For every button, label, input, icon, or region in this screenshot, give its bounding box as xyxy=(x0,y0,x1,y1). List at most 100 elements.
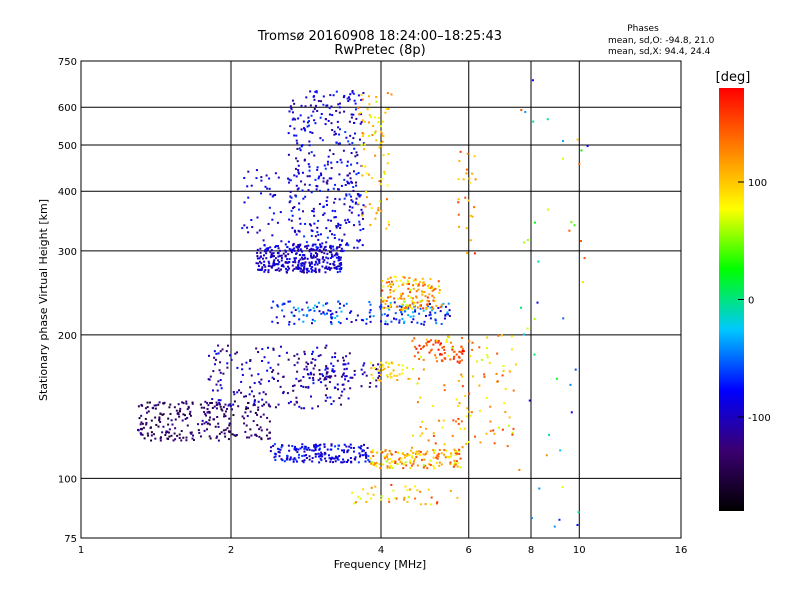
echo-point xyxy=(215,352,218,355)
echo-point xyxy=(314,178,317,181)
echo-point xyxy=(255,434,258,437)
echo-point xyxy=(287,300,290,303)
echo-point xyxy=(366,446,369,449)
echo-point xyxy=(298,318,301,321)
echo-point xyxy=(277,267,280,270)
echo-point xyxy=(389,288,392,291)
echo-point xyxy=(265,249,268,252)
echo-point xyxy=(140,421,143,424)
echo-point xyxy=(307,385,310,388)
echo-point xyxy=(368,134,371,137)
echo-point xyxy=(319,245,322,248)
echo-point xyxy=(284,249,287,252)
echo-point xyxy=(313,444,316,447)
echo-point xyxy=(412,460,415,463)
echo-point xyxy=(324,167,327,170)
echo-point xyxy=(271,252,274,255)
echo-point xyxy=(326,387,329,390)
echo-point xyxy=(301,262,304,265)
echo-point xyxy=(403,320,406,323)
echo-point xyxy=(327,454,330,457)
echo-point xyxy=(292,458,295,461)
echo-point xyxy=(245,424,248,427)
echo-point xyxy=(219,350,222,353)
echo-point xyxy=(311,460,314,463)
echo-point xyxy=(241,227,244,230)
echo-point xyxy=(390,464,393,467)
echo-point xyxy=(222,372,225,375)
echo-point xyxy=(289,400,292,403)
echo-point xyxy=(226,366,229,369)
echo-point xyxy=(293,447,296,450)
echo-point xyxy=(268,420,271,423)
echo-point xyxy=(170,434,173,437)
echo-point xyxy=(304,386,307,389)
grid-lines xyxy=(81,61,681,538)
echo-point xyxy=(462,178,465,181)
echo-point xyxy=(322,311,325,314)
echo-point xyxy=(287,402,290,405)
echo-point xyxy=(578,163,581,166)
echo-point xyxy=(257,373,260,376)
echo-point xyxy=(334,352,337,355)
echo-point xyxy=(241,373,244,376)
echo-point xyxy=(508,369,511,372)
echo-point xyxy=(338,454,341,457)
echo-point xyxy=(488,361,491,364)
echo-point xyxy=(409,306,412,309)
echo-point xyxy=(253,399,256,402)
echo-point xyxy=(276,304,279,307)
echo-point xyxy=(364,205,367,208)
echo-point xyxy=(360,93,363,96)
echo-point xyxy=(446,312,449,315)
echo-point xyxy=(360,164,363,167)
echo-point xyxy=(319,454,322,457)
echo-point xyxy=(380,145,383,148)
echo-point xyxy=(437,285,440,288)
echo-point xyxy=(380,296,383,299)
echo-point xyxy=(315,261,318,264)
echo-point xyxy=(383,367,386,370)
echo-point xyxy=(352,92,355,95)
echo-point xyxy=(389,276,392,279)
echo-point xyxy=(178,415,181,418)
echo-point xyxy=(159,437,162,440)
echo-point xyxy=(380,130,383,133)
echo-point xyxy=(245,406,248,409)
echo-point xyxy=(320,174,323,177)
echo-point xyxy=(382,463,385,466)
echo-point xyxy=(332,263,335,266)
echo-point xyxy=(297,243,300,246)
echo-point xyxy=(313,445,316,448)
echo-point xyxy=(354,155,357,158)
echo-point xyxy=(532,120,535,123)
echo-point xyxy=(177,412,180,415)
echo-point xyxy=(333,133,336,136)
echo-point xyxy=(278,455,281,458)
echo-point xyxy=(273,259,276,262)
echo-point xyxy=(418,453,421,456)
echo-point xyxy=(350,113,353,116)
echo-point xyxy=(206,407,209,410)
echo-point xyxy=(275,244,278,247)
echo-point xyxy=(454,462,457,465)
echo-point xyxy=(335,90,338,93)
echo-point xyxy=(235,351,238,354)
echo-point xyxy=(283,460,286,463)
echo-point xyxy=(547,208,550,211)
echo-point xyxy=(518,468,521,471)
echo-point xyxy=(215,407,218,410)
echo-point xyxy=(260,437,263,440)
colorbar-unit: [deg] xyxy=(716,70,751,85)
echo-point xyxy=(236,391,239,394)
echo-point xyxy=(252,395,255,398)
echo-point xyxy=(277,176,280,179)
echo-point xyxy=(322,260,325,263)
echo-point xyxy=(219,399,222,402)
echo-point xyxy=(279,211,282,214)
echo-point xyxy=(274,453,277,456)
echo-point xyxy=(314,251,317,254)
echo-point xyxy=(313,263,316,266)
echo-point xyxy=(294,308,297,311)
echo-point xyxy=(375,385,378,388)
